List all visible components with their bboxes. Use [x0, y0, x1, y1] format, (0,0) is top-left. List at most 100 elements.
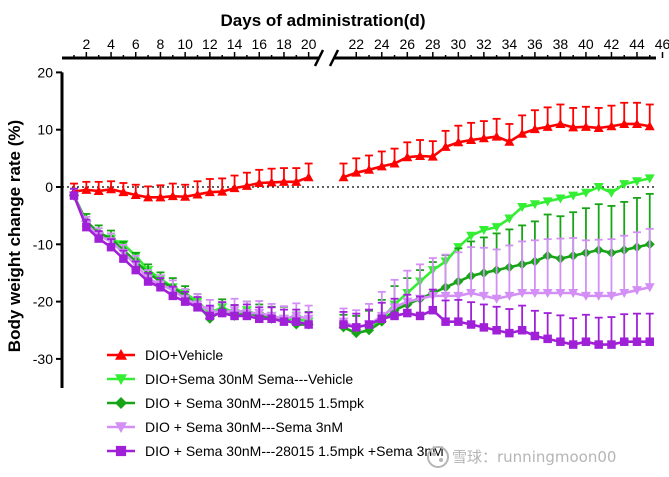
data-point [155, 192, 166, 202]
x-tick-label: 26 [400, 36, 416, 52]
x-tick-label: 4 [107, 36, 115, 52]
data-point [303, 172, 314, 182]
y-axis-label: Body weight change rate (%) [5, 120, 24, 352]
series-5 [69, 187, 654, 349]
data-point [217, 308, 227, 318]
data-point [427, 151, 438, 161]
data-point [94, 234, 103, 243]
data-point [143, 277, 153, 286]
series-line [72, 195, 309, 326]
data-point [93, 186, 104, 196]
data-point [106, 184, 117, 194]
data-point [529, 289, 540, 299]
data-point [81, 184, 92, 194]
data-point [119, 254, 128, 263]
legend-label: DIO+Sema 30nM Sema---Vehicle [145, 371, 353, 387]
data-point [440, 141, 451, 151]
x-tick-label: 18 [276, 36, 292, 52]
legend-item: DIO + Sema 30nM---Sema 3nM [107, 419, 343, 435]
x-tick-label: 36 [527, 36, 543, 52]
x-tick-label: 20 [301, 36, 317, 52]
chart-title: Days of administration(d) [221, 11, 426, 30]
data-point [517, 326, 527, 335]
legend-label: DIO+Vehicle [145, 347, 223, 363]
series-1 [69, 101, 655, 202]
data-point [606, 188, 617, 198]
x-tick-label: 6 [132, 36, 140, 52]
y-tick-label: 10 [37, 122, 53, 138]
data-point [543, 334, 552, 344]
legend-item: DIO + Sema 30nM---28015 1.5mpk +Sema 3nM [107, 443, 444, 459]
data-point [352, 323, 361, 332]
legend-item: DIO+Sema 30nM Sema---Vehicle [107, 371, 353, 387]
data-point [491, 223, 502, 233]
legend-label: DIO + Sema 30nM---28015 1.5mpk +Sema 3nM [145, 443, 444, 459]
data-point [619, 118, 630, 128]
data-point [454, 317, 463, 326]
data-point [291, 176, 302, 186]
data-point [180, 297, 190, 306]
data-point [390, 311, 399, 321]
data-point [581, 337, 591, 346]
legend-swatch-marker [115, 397, 127, 409]
series-layer [69, 101, 655, 349]
data-point [338, 172, 349, 182]
data-point [441, 317, 450, 326]
y-tick-label: 0 [45, 179, 53, 195]
data-point [632, 337, 642, 346]
x-tick-label: 24 [374, 36, 390, 52]
data-point [364, 320, 374, 329]
legend-swatch-marker [115, 445, 127, 457]
data-point [504, 136, 515, 146]
data-point [339, 320, 348, 329]
data-point [205, 311, 215, 321]
x-tick-label: 44 [629, 36, 645, 52]
x-tick-label: 38 [553, 36, 569, 52]
series-3 [69, 187, 655, 339]
data-point [229, 183, 240, 193]
data-point [478, 291, 489, 301]
data-point [376, 161, 387, 171]
legend-label: DIO + Sema 30nM---Sema 3nM [145, 419, 343, 435]
x-tick-label: 28 [425, 36, 441, 52]
data-point [217, 186, 228, 196]
data-point [143, 192, 154, 202]
data-point [645, 337, 654, 346]
data-point [255, 314, 264, 324]
data-point [130, 190, 141, 200]
data-point [278, 176, 289, 186]
data-point [556, 337, 565, 346]
data-point [403, 308, 412, 318]
data-point [478, 225, 489, 235]
data-point [580, 121, 591, 131]
data-point [82, 222, 91, 232]
x-tick-label: 42 [604, 36, 620, 52]
data-point [453, 291, 464, 301]
x-tick-label: 30 [451, 36, 467, 52]
data-point [242, 311, 252, 321]
x-tick-label: 22 [348, 36, 364, 52]
data-point [644, 174, 655, 184]
data-point [529, 200, 540, 210]
data-point [568, 340, 578, 349]
data-point [118, 187, 129, 197]
data-point [440, 291, 451, 301]
data-point [542, 197, 553, 207]
data-point [491, 131, 502, 141]
legend-swatch-marker [115, 349, 127, 360]
x-tick-label: 32 [476, 36, 492, 52]
watermark-text: 雪球：runningmoon00 [452, 448, 616, 466]
data-point [529, 124, 540, 134]
y-tick-label: -10 [33, 236, 53, 252]
data-point [266, 177, 277, 187]
data-point [267, 314, 276, 324]
y-tick-label: -20 [33, 294, 53, 310]
data-point [517, 203, 528, 213]
y-tick-label: 20 [37, 64, 53, 80]
x-tick-label: 12 [202, 36, 218, 52]
data-point [619, 180, 630, 190]
data-point [279, 317, 289, 326]
x-tick-label: 14 [227, 36, 243, 52]
data-point [389, 158, 400, 168]
data-point [466, 289, 477, 299]
